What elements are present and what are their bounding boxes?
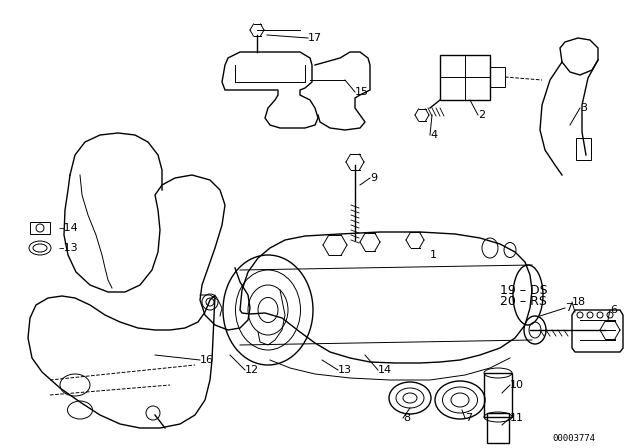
Text: 7: 7	[565, 303, 572, 313]
Bar	[30, 222, 50, 234]
Bar	[487, 413, 509, 443]
Text: –13: –13	[58, 243, 77, 253]
Text: 20 – RS: 20 – RS	[500, 294, 547, 308]
Text: 1: 1	[430, 250, 437, 260]
Bar	[576, 138, 591, 160]
Text: 8: 8	[403, 413, 410, 423]
Text: 14: 14	[378, 365, 392, 375]
Bar	[484, 373, 512, 417]
Text: 15: 15	[355, 87, 369, 97]
Text: 16: 16	[200, 355, 214, 365]
Text: 13: 13	[338, 365, 352, 375]
Text: 00003774: 00003774	[552, 434, 595, 443]
Text: 9: 9	[370, 173, 377, 183]
Text: 4: 4	[430, 130, 437, 140]
Text: 2: 2	[478, 110, 485, 120]
Text: 18: 18	[572, 297, 586, 307]
Text: 11: 11	[510, 413, 524, 423]
Bar	[440, 55, 490, 100]
Text: 12: 12	[245, 365, 259, 375]
Text: –14: –14	[58, 223, 77, 233]
Text: 17: 17	[308, 33, 322, 43]
Text: 10: 10	[510, 380, 524, 390]
Text: 3: 3	[580, 103, 587, 113]
Text: 6: 6	[610, 305, 617, 315]
Text: 19 – DS: 19 – DS	[500, 284, 548, 297]
Text: 7: 7	[465, 413, 472, 423]
Bar	[490, 67, 505, 87]
